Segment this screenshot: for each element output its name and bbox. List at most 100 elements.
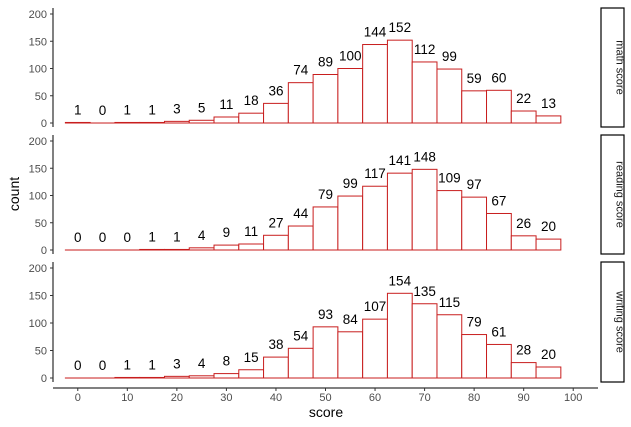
histogram-bar (362, 44, 388, 124)
x-tick-label: 0 (75, 392, 81, 404)
facet-strip-label: reading score (614, 161, 626, 228)
bar-count-label: 8 (223, 354, 231, 369)
bar-count-label: 20 (541, 347, 556, 362)
bar-count-label: 0 (99, 358, 107, 373)
bar-count-label: 1 (124, 102, 132, 117)
facet-strip-label: writing score (614, 290, 626, 353)
histogram-bar (386, 172, 413, 251)
histogram-bar (263, 234, 289, 251)
histogram-bar (287, 82, 314, 124)
bar-count-label: 4 (198, 356, 206, 371)
y-tick-label: 0 (41, 245, 47, 257)
bar-count-label: 144 (364, 25, 387, 40)
histogram-bar (263, 102, 289, 124)
histogram-bar (312, 206, 339, 251)
bar-count-label: 54 (293, 328, 309, 343)
bar-count-label: 26 (516, 216, 531, 231)
bar-count-label: 11 (219, 97, 233, 112)
bar-count-label: 5 (198, 100, 206, 115)
y-tick-label: 0 (41, 118, 47, 130)
histogram-bar (163, 375, 190, 379)
histogram-bar (188, 119, 215, 124)
x-axis-title: score (309, 404, 343, 420)
bar-count-label: 99 (442, 49, 457, 64)
bar-count-label: 107 (364, 299, 387, 314)
histogram-bar (411, 303, 438, 379)
bar-count-label: 115 (439, 295, 461, 310)
bar-count-label: 0 (124, 230, 132, 245)
bar-count-label: 4 (198, 228, 206, 243)
bar-count-label: 100 (339, 49, 362, 64)
histogram-bar (139, 121, 165, 124)
facet-strip (600, 7, 625, 128)
histogram-bar (213, 244, 240, 251)
y-tick-label: 100 (29, 318, 47, 330)
histogram-bar (213, 373, 240, 379)
histogram-bar (213, 116, 240, 124)
bar-count-label: 61 (491, 324, 506, 339)
histogram-bar (436, 190, 463, 251)
x-tick-label: 100 (564, 392, 582, 404)
bar-count-label: 18 (244, 93, 259, 108)
bar-count-label: 1 (148, 102, 156, 117)
histogram-bar (436, 314, 463, 379)
x-tick-label: 70 (418, 392, 430, 404)
bar-count-label: 1 (74, 102, 82, 117)
histogram-bar (362, 318, 388, 379)
histogram-bar (461, 196, 488, 251)
bar-count-label: 93 (318, 307, 333, 322)
histogram-bar (461, 90, 488, 124)
bar-count-label: 36 (268, 83, 283, 98)
y-tick-label: 150 (29, 291, 47, 303)
bar-count-label: 22 (516, 91, 531, 106)
bar-count-label: 1 (173, 229, 181, 244)
bar-count-label: 89 (318, 54, 333, 69)
histogram-bar (461, 334, 488, 379)
histogram-bar (411, 61, 438, 124)
histogram-bar (287, 225, 314, 251)
bar-count-label: 60 (491, 70, 506, 85)
bar-count-label: 38 (268, 337, 283, 352)
histogram-bar (510, 235, 537, 251)
histogram-bar (386, 39, 413, 124)
histogram-bar (337, 331, 364, 379)
bar-count-label: 0 (99, 230, 107, 245)
histogram-bar (312, 73, 339, 124)
bar-count-label: 112 (414, 42, 436, 57)
bar-count-label: 59 (467, 71, 482, 86)
histogram-bar (510, 110, 537, 124)
facet-strip (600, 134, 625, 255)
bar-count-label: 99 (343, 176, 358, 191)
bar-count-label: 79 (318, 187, 333, 202)
facet-panel: 0 50 100 150 200 0 0 1 1 3 4 8 15 38 54 93 84 10715413511… (29, 261, 626, 385)
y-tick-label: 50 (35, 218, 47, 230)
bar-count-label: 0 (74, 230, 82, 245)
histogram-bar (263, 356, 289, 379)
histogram-bar (337, 68, 364, 124)
x-tick-label: 90 (518, 392, 530, 404)
histogram-bar (139, 376, 165, 379)
bar-count-label: 67 (491, 193, 506, 208)
y-tick-label: 100 (29, 191, 47, 203)
histogram-bar (238, 243, 265, 251)
y-tick-label: 50 (35, 91, 47, 103)
x-tick-label: 40 (270, 392, 282, 404)
bar-count-label: 141 (389, 153, 412, 168)
facet-strip (600, 261, 625, 383)
bar-count-label: 84 (343, 312, 359, 327)
x-tick-label: 30 (220, 392, 232, 404)
bar-count-label: 1 (148, 229, 156, 244)
histogram-bar (486, 343, 512, 379)
histogram-bar (114, 121, 141, 124)
y-tick-label: 200 (29, 136, 47, 148)
histogram-bar (386, 292, 413, 379)
histogram-bar (337, 195, 364, 251)
histogram-bar (238, 369, 265, 379)
bar-count-label: 74 (293, 63, 309, 78)
histogram-bar (64, 121, 91, 124)
bar-count-label: 11 (244, 224, 258, 239)
x-axis: 0 10 20 30 40 50 60 70 80 90 100 (53, 387, 598, 404)
bar-count-label: 97 (467, 177, 482, 192)
bar-count-label: 152 (389, 20, 412, 35)
